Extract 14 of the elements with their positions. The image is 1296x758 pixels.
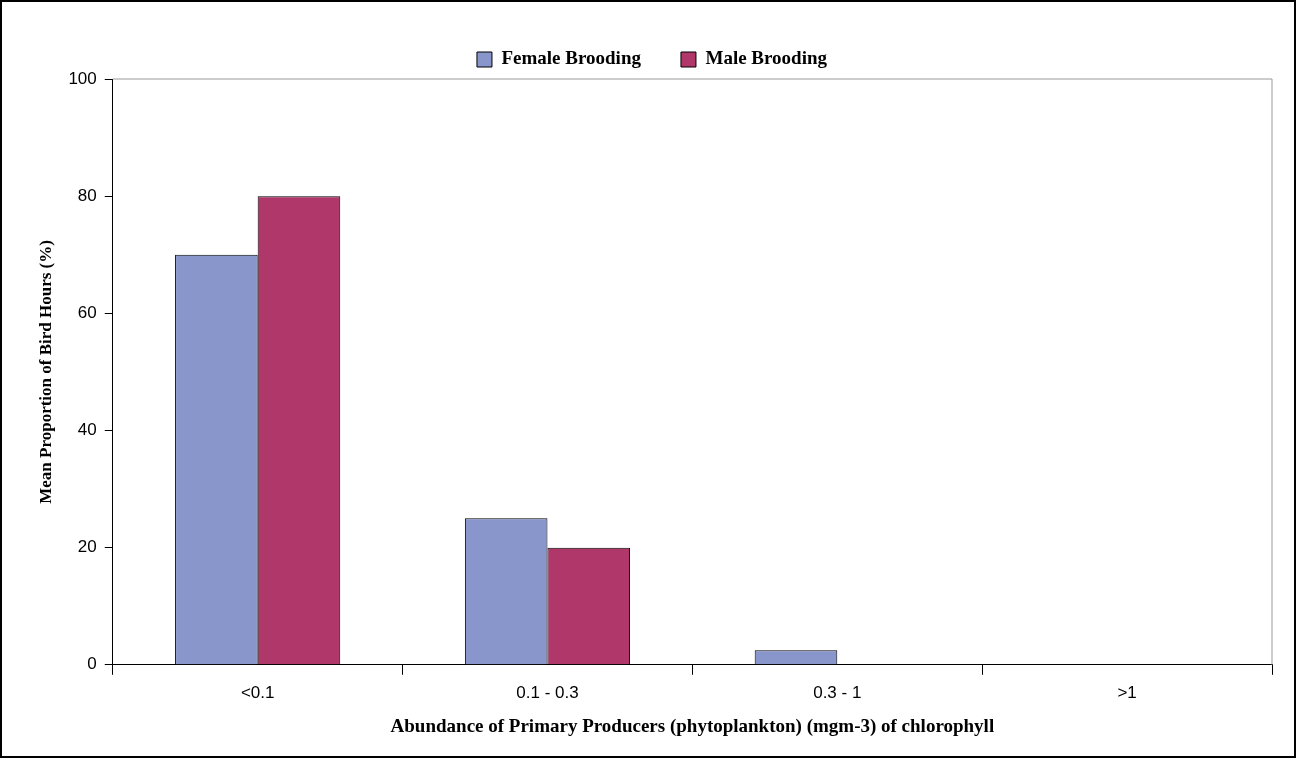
x-tick-label: 0.1 - 0.3: [516, 682, 579, 702]
y-tick-label: 40: [77, 420, 97, 440]
y-tick-label: 0: [87, 654, 97, 674]
x-tick-label: <0.1: [240, 682, 275, 702]
legend-label: Female Brooding: [501, 47, 642, 69]
x-axis-title: Abundance of Primary Producers (phytoplankton) (mgm-3) of chlorophyll: [390, 714, 995, 737]
y-tick-label: 60: [77, 303, 97, 323]
y-axis-title: Mean Proportion of Bird Hours (%): [35, 240, 55, 504]
y-tick-label: 80: [77, 185, 97, 205]
y-tick-label: 20: [77, 537, 97, 557]
x-tick-label: 0.3 - 1: [813, 682, 862, 702]
y-tick-label: 100: [68, 68, 97, 88]
legend-label: Male Brooding: [705, 47, 828, 69]
x-tick-label: >1: [1117, 682, 1137, 702]
